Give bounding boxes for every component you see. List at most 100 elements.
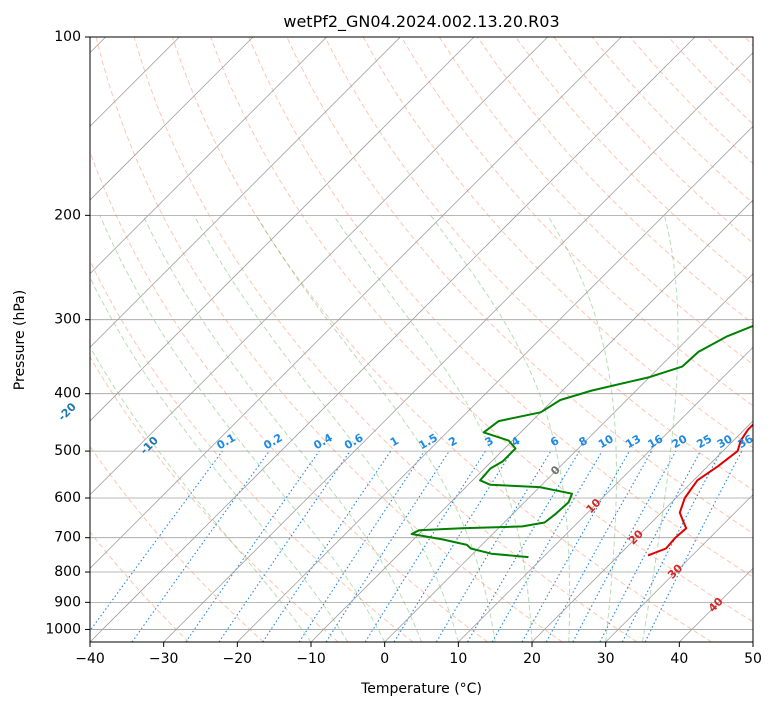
dry-adiabat-line <box>438 37 753 366</box>
series-layer <box>410 324 753 559</box>
mixing-ratio-line <box>467 450 580 642</box>
dry-adiabat-label: -20 <box>56 400 79 423</box>
mixing-ratio-line <box>393 450 513 642</box>
isotherm-line <box>679 567 753 642</box>
x-tick-label: 0 <box>380 651 389 667</box>
dry-adiabat-line <box>553 37 753 244</box>
moist-adiabat-line <box>547 215 617 642</box>
mixing-ratio-line <box>599 450 701 642</box>
x-tick-label: 10 <box>449 651 467 667</box>
moist-adiabat-line <box>90 346 312 642</box>
moist-adiabat-line <box>193 215 459 642</box>
x-axis-label: Temperature (°C) <box>360 681 482 697</box>
isotherm-line <box>163 52 753 642</box>
isotherm-line <box>90 37 401 348</box>
y-tick-label: 400 <box>54 386 81 402</box>
isotherm-label: 20 <box>626 527 646 547</box>
dry-adiabat-line <box>90 259 414 642</box>
isotherm-line <box>310 199 753 642</box>
y-axis-label: Pressure (hPa) <box>12 290 28 390</box>
mixing-ratio-label: 2 <box>446 434 459 449</box>
plot-frame <box>89 36 754 643</box>
mixing-ratio-label: 0.2 <box>261 431 284 452</box>
dry-adiabat-line <box>248 37 753 578</box>
mixing-ratio-label: 0.6 <box>342 431 366 452</box>
mixing-ratio-label: 1.5 <box>416 431 439 452</box>
x-tick-label: −20 <box>223 651 253 667</box>
x-tick-label: −40 <box>75 651 105 667</box>
y-tick-label: 200 <box>54 207 81 223</box>
mixing-ratio-line <box>325 450 450 642</box>
mixing-ratio-label: 25 <box>694 432 714 451</box>
isotherm-label: 30 <box>665 561 685 581</box>
dry-adiabat-label: -10 <box>138 434 161 457</box>
y-tick-label: 800 <box>54 564 81 580</box>
mixing-ratio-line <box>621 450 722 642</box>
isotherm-line <box>90 37 327 275</box>
x-tick-label: 50 <box>744 651 762 667</box>
isotherm-label: 10 <box>584 496 604 516</box>
isotherm-line <box>90 37 622 569</box>
dry-adiabat-line <box>744 37 753 47</box>
mixing-ratio-line <box>185 450 320 642</box>
moist-adiabat-line <box>142 215 422 642</box>
mixing-ratio-label: 16 <box>645 432 665 451</box>
x-tick-label: −30 <box>149 651 179 667</box>
dry-adiabat-line <box>515 37 753 284</box>
isotherm-line <box>90 37 254 201</box>
mixing-ratio-label: 8 <box>577 434 590 449</box>
dry-adiabat-line <box>210 37 753 623</box>
moist-adiabat-line <box>255 215 496 642</box>
isotherm-line <box>458 346 753 642</box>
isotherm-line <box>384 273 753 642</box>
mixing-ratio-label: 6 <box>548 434 561 449</box>
mixing-ratio-line <box>90 450 223 632</box>
isotherm-line <box>237 125 753 642</box>
mixing-ratio-line <box>218 450 351 642</box>
mixing-ratio-line <box>298 450 425 642</box>
mixing-ratio-line <box>644 450 743 642</box>
moist-adiabat-line <box>333 215 533 642</box>
y-tick-label: 1000 <box>45 621 81 637</box>
isotherm-line <box>752 641 753 642</box>
mixing-ratio-label: 10 <box>596 432 616 451</box>
mixing-ratio-line <box>521 450 630 642</box>
dry-adiabat-line <box>90 150 488 642</box>
dewpoint-profile <box>410 324 753 559</box>
temperature-profile <box>647 423 753 557</box>
isotherm-label: 40 <box>706 595 726 615</box>
mixing-ratio-line <box>131 450 270 642</box>
mixing-ratio-label: 13 <box>623 432 643 451</box>
grid-layer <box>90 37 753 642</box>
chart-title: wetPf2_GN04.2024.002.13.20.R03 <box>283 12 559 32</box>
isotherm-line <box>531 420 753 642</box>
y-tick-label: 500 <box>54 443 81 459</box>
x-tick-label: 20 <box>523 651 541 667</box>
y-tick-label: 300 <box>54 312 81 328</box>
x-tick-label: −10 <box>296 651 326 667</box>
isotherm-line <box>605 494 753 642</box>
mixing-ratio-line <box>435 450 552 642</box>
moist-adiabat-line <box>99 215 386 642</box>
moist-adiabat-line <box>642 215 679 642</box>
dry-adiabat-line <box>90 445 264 642</box>
dry-adiabat-line <box>90 356 339 642</box>
y-tick-label: 700 <box>54 530 81 546</box>
dry-adiabat-line <box>400 37 753 407</box>
dry-adiabat-line <box>706 37 753 86</box>
dry-adiabat-line <box>324 37 753 491</box>
moist-adiabat-line <box>430 215 571 642</box>
dry-adiabat-label: -30 <box>0 361 1 384</box>
y-tick-label: 900 <box>54 594 81 610</box>
isotherm-line <box>90 37 548 496</box>
x-tick-label: 30 <box>597 651 615 667</box>
dry-adiabat-line <box>133 37 638 642</box>
mixing-ratio-line <box>545 450 653 642</box>
axes-layer: −40 −30 −20 −10 0 10 20 30 40 5010020030040050060… <box>45 29 762 667</box>
dry-adiabat-line <box>591 37 753 204</box>
mixing-ratio-line <box>262 450 392 642</box>
dry-adiabat-line <box>95 37 563 642</box>
mixing-ratio-label: 0.4 <box>311 431 335 452</box>
